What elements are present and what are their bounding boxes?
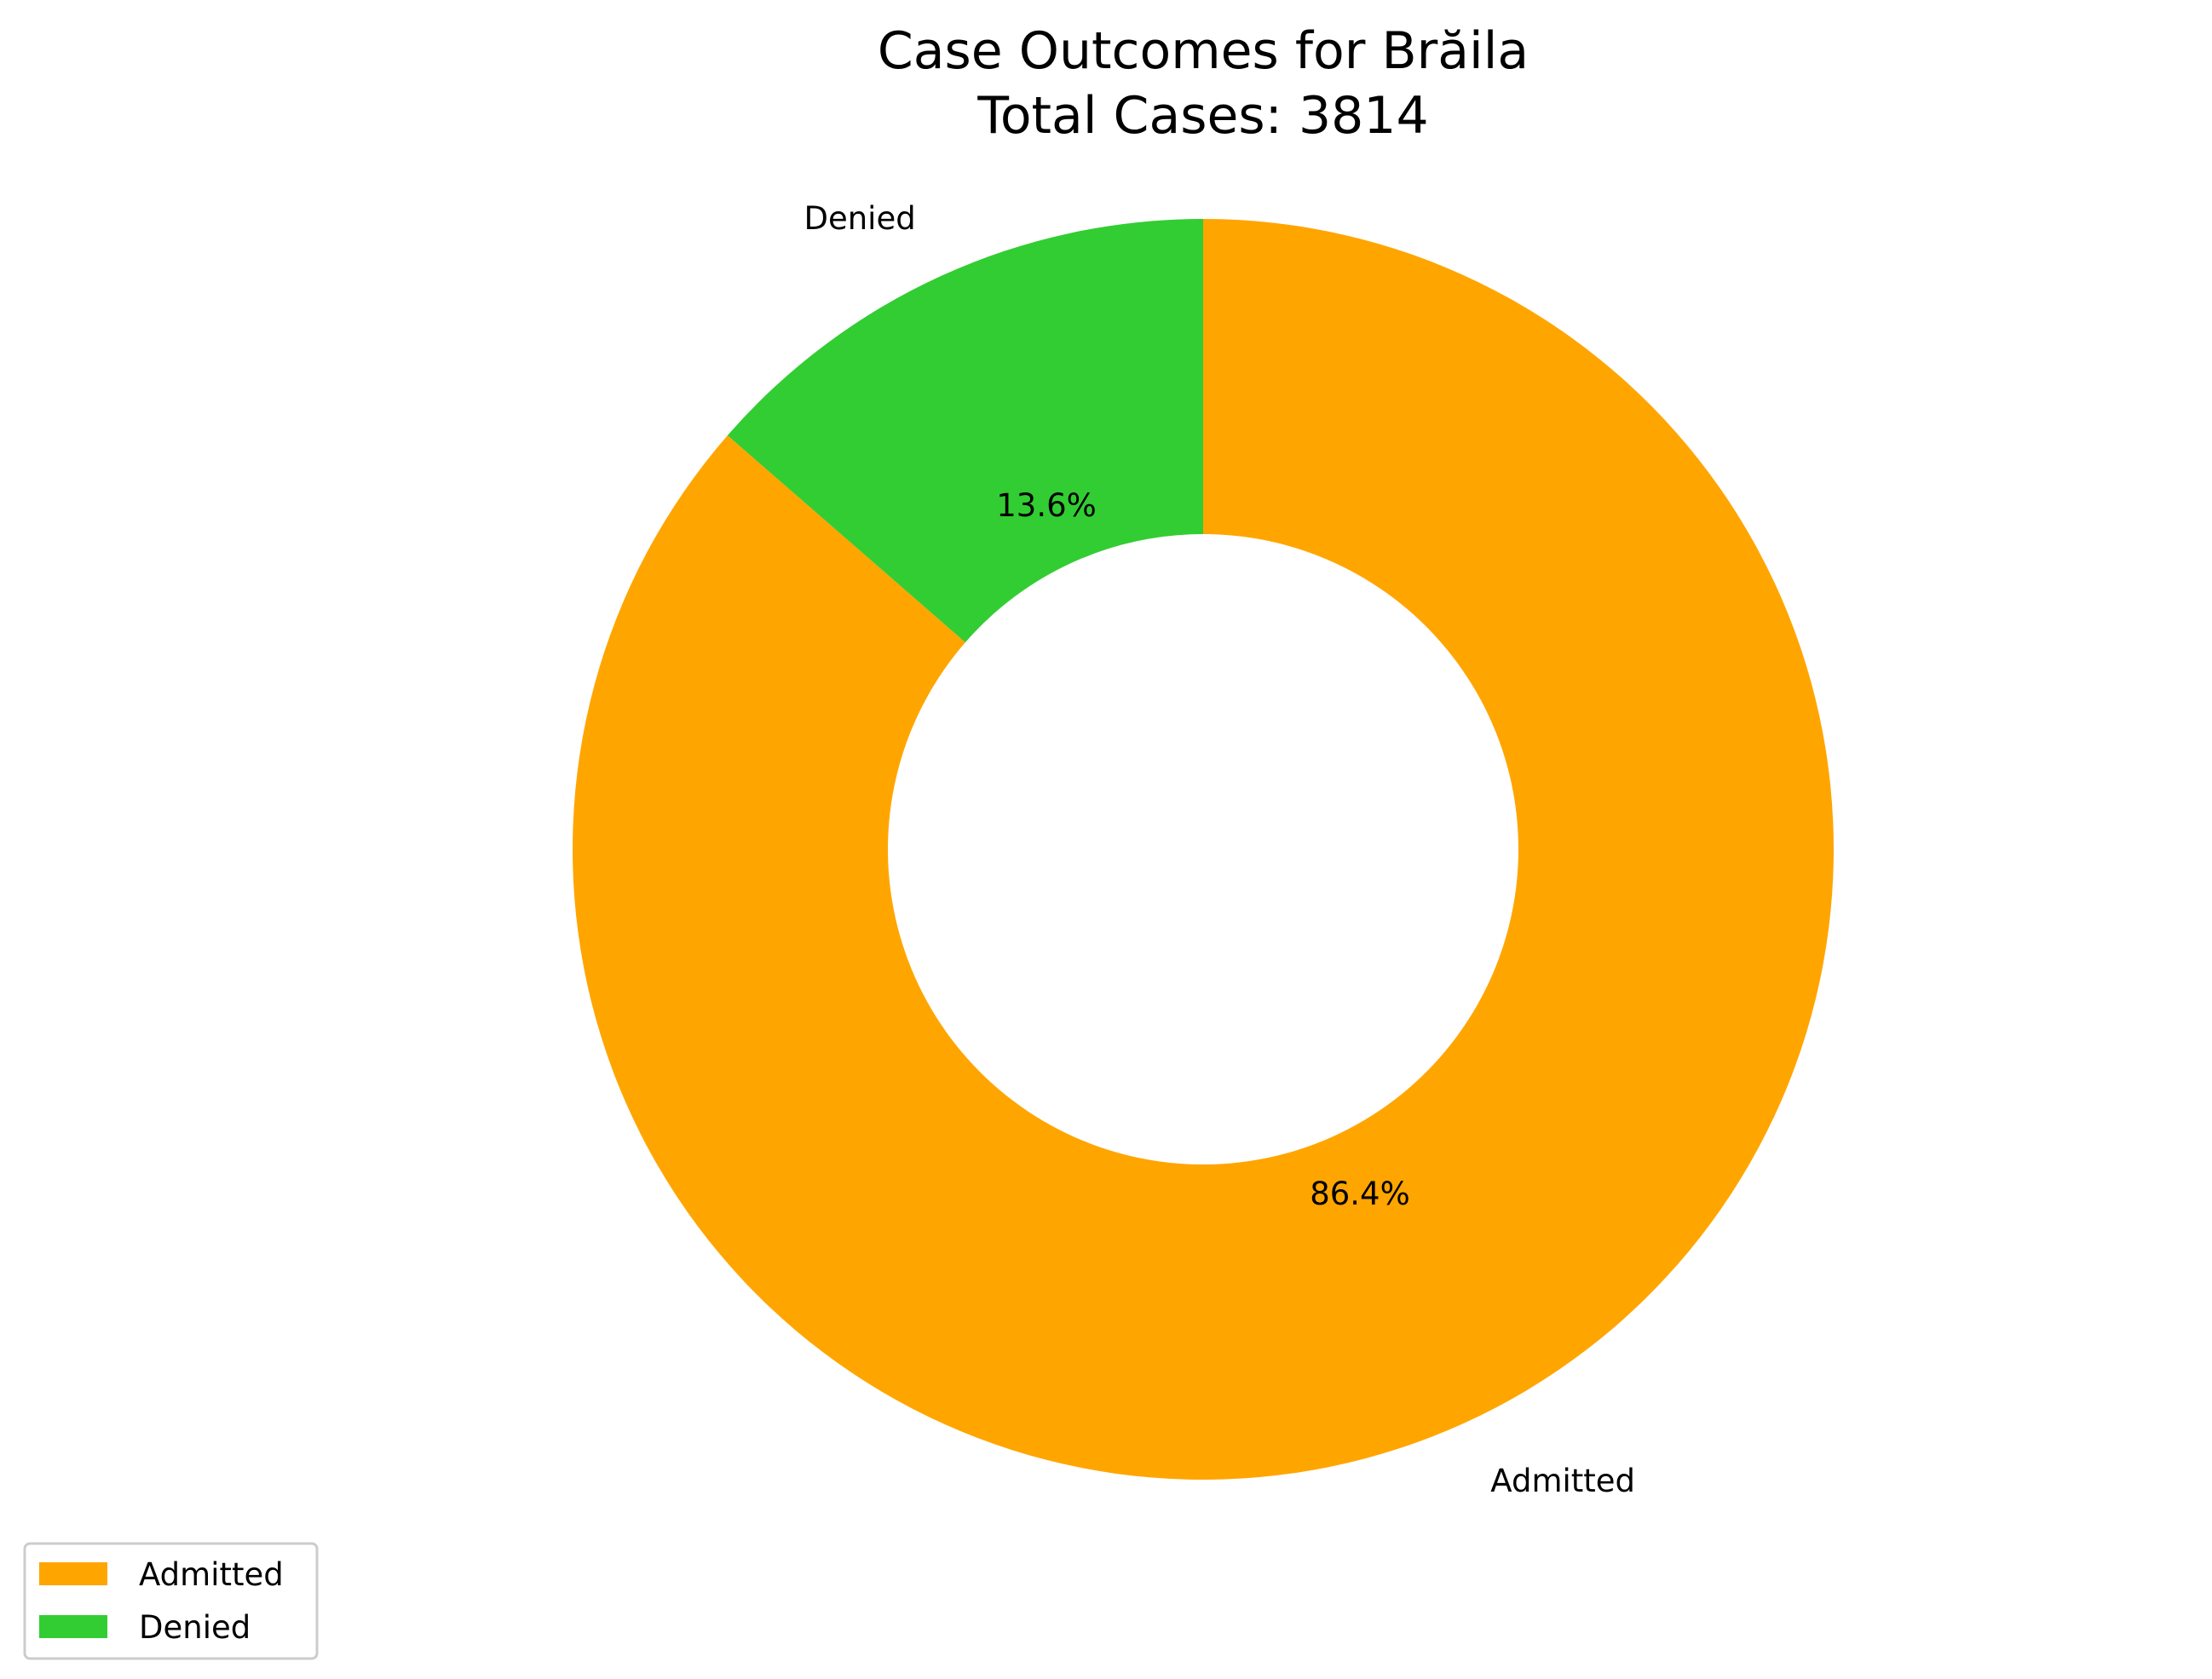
donut-slices	[573, 219, 1835, 1481]
slice-label-denied: Denied	[804, 200, 915, 237]
slice-label-admitted: Admitted	[1490, 1463, 1635, 1499]
legend-swatch-admitted	[39, 1562, 107, 1585]
chart-legend: Admitted Denied	[23, 1542, 319, 1660]
slice-denied	[727, 219, 1203, 643]
legend-label-denied: Denied	[139, 1609, 251, 1646]
slice-labels: Admitted 86.4% Denied 13.6%	[804, 200, 1635, 1499]
chart-title-line-2: Total Cases: 3814	[976, 86, 1428, 146]
legend-swatch-denied	[39, 1615, 107, 1638]
slice-admitted	[573, 219, 1835, 1481]
slice-percent-admitted: 86.4%	[1310, 1176, 1410, 1212]
chart-title-line-1: Case Outcomes for Brăila	[878, 21, 1529, 81]
legend-label-admitted: Admitted	[139, 1556, 284, 1593]
slice-percent-denied: 13.6%	[996, 487, 1097, 524]
